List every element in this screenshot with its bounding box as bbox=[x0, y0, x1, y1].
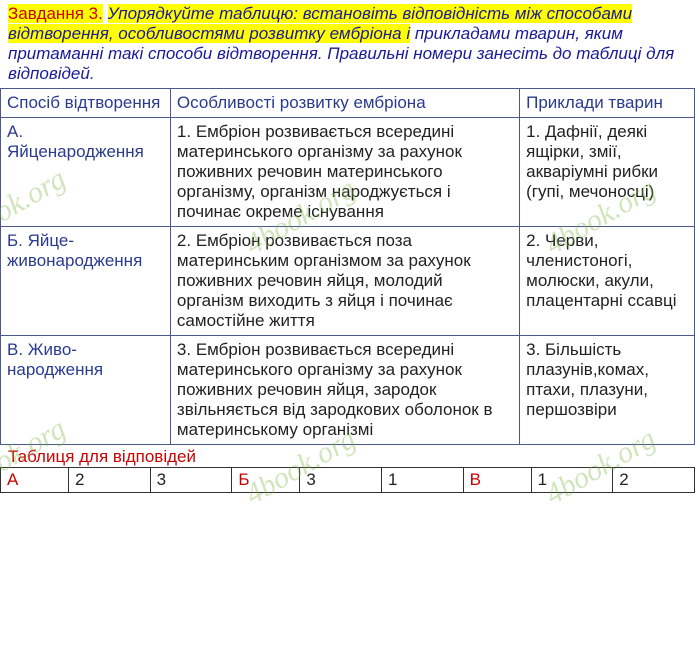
cell-examples: 1. Дафнії, деякі ящірки, змії, акваріумн… bbox=[520, 118, 695, 227]
answer-cell: 3 bbox=[150, 468, 232, 493]
answer-cell: В bbox=[463, 468, 531, 493]
answer-cell: 3 bbox=[300, 468, 382, 493]
answer-row: А 2 3 Б 3 1 В 1 2 bbox=[1, 468, 695, 493]
cell-method: В. Живо-народження bbox=[1, 336, 171, 445]
answer-table: А 2 3 Б 3 1 В 1 2 bbox=[0, 467, 695, 493]
cell-features: 1. Ембріон розвивається всередині матери… bbox=[170, 118, 519, 227]
task-label: Завдання 3. bbox=[8, 4, 103, 23]
answer-cell: А bbox=[1, 468, 69, 493]
answer-cell: Б bbox=[232, 468, 300, 493]
answer-cell: 2 bbox=[69, 468, 151, 493]
header-method: Спосіб відтворення bbox=[1, 89, 171, 118]
answer-cell: 1 bbox=[381, 468, 463, 493]
header-features: Особливості розвитку ембріона bbox=[170, 89, 519, 118]
table-row: В. Живо-народження 3. Ембріон розвиваєть… bbox=[1, 336, 695, 445]
cell-examples: 3. Більшість плазунів,комах, птахи, плаз… bbox=[520, 336, 695, 445]
cell-features: 2. Ембріон розвивається поза материнськи… bbox=[170, 227, 519, 336]
table-header-row: Спосіб відтворення Особливості розвитку … bbox=[1, 89, 695, 118]
table-row: А. Яйценародження 1. Ембріон розвиваєтьс… bbox=[1, 118, 695, 227]
main-table: Спосіб відтворення Особливості розвитку … bbox=[0, 88, 695, 445]
cell-method: А. Яйценародження bbox=[1, 118, 171, 227]
cell-method: Б. Яйце-живонародження bbox=[1, 227, 171, 336]
task-block: Завдання 3. Упорядкуйте таблицю: встанов… bbox=[0, 0, 695, 86]
cell-examples: 2. Черви, членистоногі, молюски, акули, … bbox=[520, 227, 695, 336]
cell-features: 3. Ембріон розвивається всередині матери… bbox=[170, 336, 519, 445]
answer-label: Таблиця для відповідей bbox=[0, 445, 695, 467]
table-row: Б. Яйце-живонародження 2. Ембріон розвив… bbox=[1, 227, 695, 336]
header-examples: Приклади тварин bbox=[520, 89, 695, 118]
answer-cell: 1 bbox=[531, 468, 613, 493]
answer-cell: 2 bbox=[613, 468, 695, 493]
